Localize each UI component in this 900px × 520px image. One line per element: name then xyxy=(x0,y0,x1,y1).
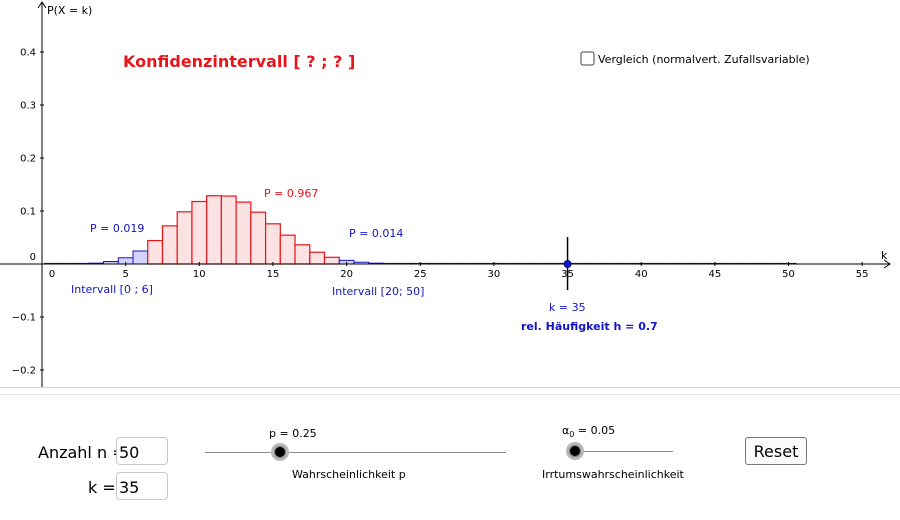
relative-frequency-label: rel. Häufigkeit h = 0.7 xyxy=(521,320,658,333)
x-tick-label: 0 xyxy=(49,269,55,280)
alpha-slider-caption: Irrtumswahrscheinlichkeit xyxy=(542,468,684,481)
confidence-interval-title: Konfidenzintervall [ ? ; ? ] xyxy=(123,52,355,71)
x-tick-label: 20 xyxy=(340,269,353,280)
alpha-slider-knob[interactable] xyxy=(566,442,584,460)
p-slider-track[interactable] xyxy=(205,452,506,453)
y-tick-label: 0.4 xyxy=(20,48,36,59)
x-tick-label: 55 xyxy=(856,269,869,280)
anzahl-n-input[interactable] xyxy=(116,437,168,465)
bar-k-11 xyxy=(206,195,222,265)
x-tick-label: 50 xyxy=(782,269,795,280)
interval-left-label: Intervall [0 ; 6] xyxy=(71,283,153,296)
vergleich-checkbox[interactable] xyxy=(580,51,595,66)
x-tick-label: 10 xyxy=(193,269,206,280)
y-axis-label: P(X = k) xyxy=(47,4,92,17)
vergleich-label[interactable]: Vergleich (normalvert. Zufallsvariable) xyxy=(598,53,810,66)
y-tick-label: 0 xyxy=(30,252,36,263)
x-tick-label: 15 xyxy=(267,269,280,280)
k-label: k = xyxy=(88,478,116,497)
p-slider-knob[interactable] xyxy=(271,443,290,461)
alpha-slider-track[interactable] xyxy=(575,451,673,452)
alpha-symbol: α xyxy=(562,424,570,437)
p-right-label: P = 0.014 xyxy=(349,227,403,240)
x-tick-label: 30 xyxy=(488,269,501,280)
bar-k-14 xyxy=(250,211,267,265)
graph-bottom-border xyxy=(0,387,900,388)
bar-k-13 xyxy=(235,201,252,265)
x-tick-label: 40 xyxy=(635,269,648,280)
x-axis-label: k xyxy=(881,249,888,262)
bar-k-19 xyxy=(323,256,340,265)
y-axis-arrow xyxy=(37,1,47,9)
distribution-graph[interactable]: 05101520253035404550550.40.30.20.10−0.1−… xyxy=(0,0,900,388)
y-tick-label: −0.1 xyxy=(12,313,36,324)
bar-k-15 xyxy=(264,223,281,265)
bar-k-8 xyxy=(161,225,178,265)
p-middle-label: P = 0.967 xyxy=(264,187,318,200)
alpha-value: = 0.05 xyxy=(574,424,616,437)
controls-top-border xyxy=(0,394,900,395)
x-tick-label: 45 xyxy=(708,269,721,280)
x-axis-arrow xyxy=(883,259,891,269)
p-slider-value-label: p = 0.25 xyxy=(269,427,317,440)
y-tick-label: 0.2 xyxy=(20,154,36,165)
x-tick-label: 5 xyxy=(122,269,128,280)
bar-k-18 xyxy=(309,251,326,265)
bars-layer xyxy=(44,195,797,265)
bar-k-12 xyxy=(220,195,237,265)
y-tick-label: 0.1 xyxy=(20,207,36,218)
y-tick-label: −0.2 xyxy=(12,366,36,377)
bar-k-17 xyxy=(294,244,311,265)
p-left-label: P = 0.019 xyxy=(90,222,144,235)
ticks-layer: 05101520253035404550550.40.30.20.10−0.1−… xyxy=(12,48,869,377)
anzahl-n-label: Anzahl n = xyxy=(38,443,126,462)
y-tick-label: 0.3 xyxy=(20,101,36,112)
k-marker-point[interactable] xyxy=(563,260,572,268)
x-tick-label: 25 xyxy=(414,269,427,280)
bar-k-9 xyxy=(176,211,193,265)
bar-k-6 xyxy=(132,250,149,265)
alpha-subscript: 0 xyxy=(569,430,575,440)
axes-layer xyxy=(0,1,891,388)
alpha-slider-value-label: α0 = 0.05 xyxy=(562,424,615,439)
p-slider-caption: Wahrscheinlichkeit p xyxy=(292,468,406,481)
bar-k-16 xyxy=(279,234,296,265)
interval-right-label: Intervall [20; 50] xyxy=(332,285,424,298)
k-point-label: k = 35 xyxy=(549,301,586,314)
bar-k-7 xyxy=(147,239,164,265)
k-input[interactable] xyxy=(116,472,168,500)
reset-button[interactable]: Reset xyxy=(745,437,807,465)
bar-k-10 xyxy=(191,200,208,265)
